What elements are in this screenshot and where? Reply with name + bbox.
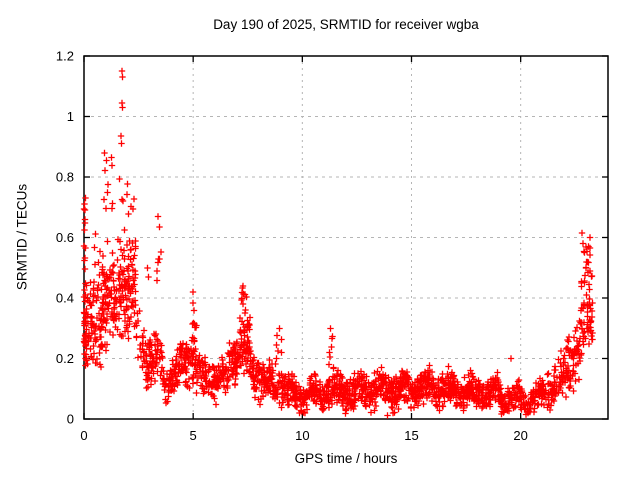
tick-labels: 0 5 10 15 20 0 0.2 0.4 0.6 0.8 1 1.2 [56,49,528,444]
y-tick-label: 0.4 [56,291,74,306]
grid-lines [84,56,608,419]
y-tick-label: 0 [67,412,74,427]
y-tick-label: 0.6 [56,230,74,245]
axis-ticks [83,55,608,420]
y-tick-label: 1.2 [56,49,74,64]
scatter-points [80,67,596,419]
x-tick-label: 20 [513,428,527,443]
y-axis-label: SRMTID / TECUs [14,183,30,291]
x-tick-label: 0 [80,428,87,443]
x-tick-label: 15 [404,428,418,443]
x-axis-label: GPS time / hours [294,451,398,466]
y-tick-label: 0.2 [56,351,74,366]
y-tick-label: 1 [67,109,74,124]
chart-title: Day 190 of 2025, SRMTID for receiver wgb… [213,17,479,32]
y-tick-label: 0.8 [56,170,74,185]
x-tick-label: 5 [190,428,197,443]
x-tick-label: 10 [295,428,309,443]
